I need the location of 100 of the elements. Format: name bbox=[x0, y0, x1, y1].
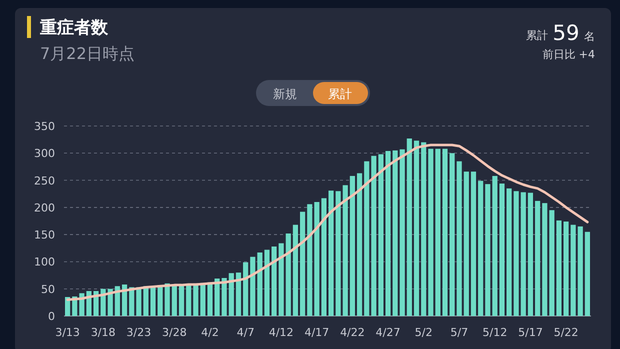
bar bbox=[114, 286, 120, 316]
bar bbox=[193, 283, 198, 316]
bar bbox=[236, 272, 242, 316]
bar bbox=[186, 284, 192, 316]
x-tick-label: 4/17 bbox=[304, 326, 330, 339]
y-tick-label: 150 bbox=[34, 228, 55, 242]
x-tick-label: 5/2 bbox=[414, 326, 432, 339]
bar bbox=[122, 284, 128, 316]
bar bbox=[342, 185, 348, 316]
bar bbox=[178, 284, 184, 316]
bar bbox=[143, 286, 148, 316]
bar bbox=[428, 148, 434, 316]
bar bbox=[542, 203, 548, 316]
text: 新規 bbox=[273, 87, 297, 101]
bar bbox=[464, 172, 469, 316]
bar bbox=[307, 204, 312, 316]
bar bbox=[300, 212, 306, 316]
bar bbox=[442, 148, 448, 316]
bar bbox=[564, 222, 569, 316]
bar bbox=[278, 243, 284, 316]
bar bbox=[222, 278, 227, 316]
bar bbox=[556, 220, 562, 316]
bar bbox=[492, 176, 498, 316]
line-series bbox=[66, 144, 589, 301]
bar bbox=[136, 287, 142, 316]
x-tick-label: 3/18 bbox=[90, 326, 116, 339]
x-tick-label: 4/12 bbox=[268, 326, 294, 339]
bar bbox=[535, 200, 540, 316]
x-tick-label: 5/12 bbox=[482, 326, 508, 339]
x-tick-label: 4/27 bbox=[376, 326, 400, 339]
bar bbox=[264, 250, 270, 316]
bar bbox=[172, 284, 177, 316]
bar bbox=[350, 176, 355, 316]
y-tick-label: 250 bbox=[34, 174, 55, 188]
bar bbox=[272, 246, 277, 316]
text: 累計 bbox=[328, 87, 352, 101]
text: 前日比 +4 bbox=[542, 48, 595, 61]
bar bbox=[570, 224, 576, 316]
bar bbox=[314, 202, 320, 316]
bar bbox=[129, 287, 134, 316]
bar bbox=[207, 282, 213, 316]
bar bbox=[435, 148, 440, 316]
bar bbox=[214, 278, 220, 316]
bar bbox=[200, 282, 206, 316]
y-tick-label: 50 bbox=[41, 282, 55, 296]
bar bbox=[164, 283, 170, 316]
bar bbox=[292, 224, 298, 316]
x-tick-label: 3/28 bbox=[162, 326, 187, 339]
x-tick-label: 3/13 bbox=[55, 326, 80, 339]
bar bbox=[578, 226, 583, 316]
bar bbox=[478, 180, 484, 316]
bar bbox=[336, 191, 341, 316]
bar bbox=[514, 191, 519, 316]
bar bbox=[385, 150, 391, 316]
bar bbox=[286, 233, 291, 316]
y-tick-label: 350 bbox=[34, 120, 55, 133]
bar bbox=[414, 140, 420, 316]
x-tick-label: 5/17 bbox=[518, 326, 543, 339]
x-tick-label: 4/22 bbox=[340, 326, 365, 339]
bar bbox=[528, 192, 534, 316]
x-tick-label: 4/7 bbox=[236, 326, 254, 339]
chart-subtitle: 7月22日時点 bbox=[40, 44, 135, 63]
bar bbox=[356, 173, 362, 316]
bar bbox=[499, 184, 505, 316]
x-tick-label: 4/2 bbox=[201, 326, 219, 339]
x-tick-label: 5/7 bbox=[450, 326, 468, 339]
x-tick-label: 3/23 bbox=[126, 326, 152, 339]
y-tick-label: 100 bbox=[34, 256, 55, 269]
bar bbox=[549, 210, 554, 316]
y-tick-label: 200 bbox=[34, 201, 55, 214]
bar bbox=[364, 161, 370, 316]
bar bbox=[378, 154, 384, 316]
y-tick-label: 0 bbox=[48, 310, 55, 323]
text: 名 bbox=[584, 30, 595, 43]
text: 59 bbox=[552, 21, 580, 45]
bar bbox=[506, 188, 512, 316]
bar bbox=[243, 262, 248, 316]
bar bbox=[321, 198, 327, 316]
bar bbox=[228, 273, 234, 316]
bar bbox=[485, 184, 490, 316]
bar bbox=[421, 142, 426, 316]
bar bbox=[456, 161, 462, 316]
bar bbox=[328, 190, 334, 316]
bar bbox=[250, 256, 256, 316]
bar bbox=[392, 150, 398, 316]
bar bbox=[371, 156, 376, 316]
chart-title: 重症者数 bbox=[39, 18, 109, 38]
bar bbox=[400, 149, 405, 316]
bar bbox=[158, 285, 163, 316]
bar bbox=[520, 192, 526, 316]
bar bbox=[470, 172, 476, 316]
bar bbox=[150, 286, 156, 316]
bar bbox=[406, 138, 412, 316]
bar bbox=[584, 232, 590, 316]
bar bbox=[450, 153, 455, 316]
bar bbox=[108, 288, 113, 316]
y-tick-label: 300 bbox=[34, 147, 55, 160]
bar bbox=[257, 252, 262, 316]
x-tick-label: 5/22 bbox=[554, 326, 578, 339]
text: 累計 bbox=[526, 29, 548, 42]
